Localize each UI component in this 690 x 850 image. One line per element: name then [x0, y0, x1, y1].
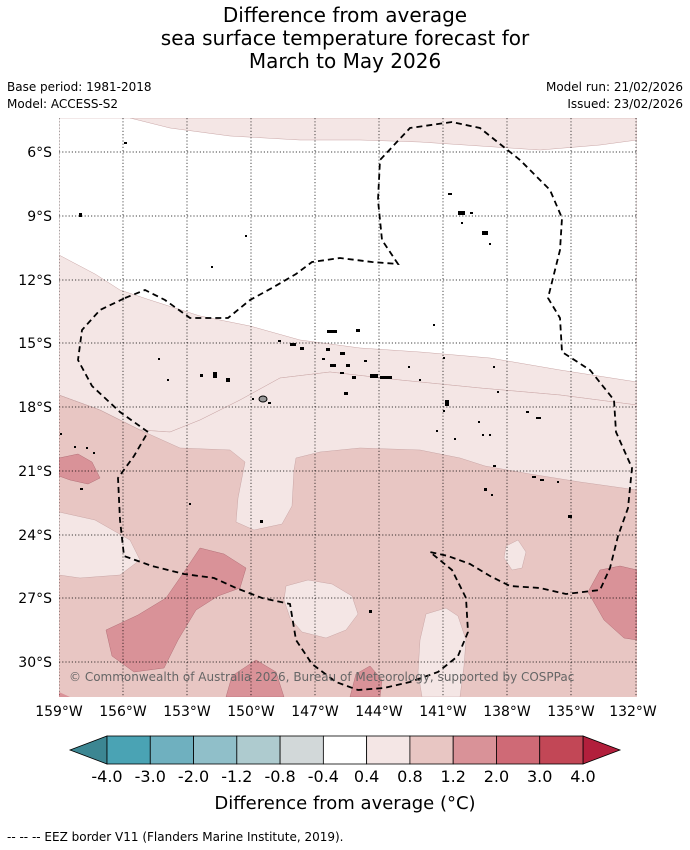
colorbar-swatch	[193, 735, 238, 765]
copyright-text: © Commonwealth of Australia 2026, Bureau…	[69, 670, 574, 684]
colorbar-tick-label: 0.8	[397, 767, 422, 786]
lon-label: 159°W	[35, 704, 83, 720]
colorbar: -4.0 -3.0 -2.0 -1.2 -0.8 -0.4 0.4 0.8 1.2 2.0 3.0 4…	[68, 735, 622, 786]
colorbar-swatch	[322, 735, 368, 765]
eez-french-polynesia	[77, 121, 633, 691]
colorbar-swatch	[496, 735, 541, 765]
header-left: Base period: 1981-2018 Model: ACCESS-S2	[7, 79, 152, 113]
longitude-labels: 159°W 156°W 153°W 150°W 147°W 144°W 141°…	[35, 704, 657, 720]
eez-borders	[77, 121, 633, 691]
colorbar-swatch	[236, 735, 281, 765]
header-right: Model run: 21/02/2026 Issued: 23/02/2026	[546, 79, 683, 113]
colorbar-tick-label: 1.2	[440, 767, 465, 786]
lat-label: 12°S	[18, 273, 52, 289]
anomaly-region-top-pink	[129, 118, 637, 151]
anomaly-region-warm-south	[225, 659, 285, 697]
latitude-labels: 6°S 9°S 12°S 15°S 18°S 21°S 24°S 27°S 30…	[18, 145, 52, 671]
lat-label: 15°S	[18, 336, 52, 352]
colorbar-swatch	[106, 735, 151, 765]
base-period: Base period: 1981-2018	[7, 80, 152, 94]
colorbar-tick-label: 2.0	[484, 767, 509, 786]
colorbar-tick-label: -3.0	[135, 767, 166, 786]
eez-legend: -- -- -- EEZ border V11 (Flanders Marine…	[7, 830, 344, 844]
lat-label: 6°S	[27, 145, 52, 161]
anomaly-region-warm-southeast	[587, 565, 637, 641]
islands	[60, 142, 572, 613]
colorbar-label: Difference from average (°C)	[214, 793, 476, 814]
lat-label: 9°S	[27, 209, 52, 225]
title-line-1: Difference from average	[222, 3, 468, 27]
colorbar-tick-label: -0.8	[264, 767, 295, 786]
anomaly-region-light-center	[283, 579, 359, 639]
lon-label: 138°W	[483, 704, 531, 720]
colorbar-tick-label: -1.2	[221, 767, 252, 786]
colorbar-swatch	[366, 735, 411, 765]
title-line-3: March to May 2026	[248, 49, 442, 73]
colorbar-tick-label: -0.4	[308, 767, 339, 786]
lon-label: 144°W	[355, 704, 403, 720]
anomaly-region-light-sw	[59, 511, 141, 579]
anomaly-region-near-normal	[59, 118, 637, 383]
lat-label: 18°S	[18, 400, 52, 416]
anomaly-region-warm-southwest	[105, 547, 247, 673]
colorbar-swatch	[409, 735, 454, 765]
anomaly-region-light-left	[59, 371, 637, 531]
lon-label: 153°W	[163, 704, 211, 720]
colorbar-swatch	[452, 735, 497, 765]
colorbar-swatch	[279, 735, 324, 765]
lon-label: 156°W	[99, 704, 147, 720]
colorbar-swatch	[149, 735, 194, 765]
lon-label: 132°W	[609, 704, 657, 720]
model-run: Model run: 21/02/2026	[545, 80, 683, 94]
colorbar-tick-label: 4.0	[570, 767, 595, 786]
chart-title: Difference from average sea surface temp…	[0, 4, 690, 73]
lat-label: 24°S	[18, 528, 52, 544]
anomaly-region-warm-corner	[59, 692, 70, 697]
issued-date: Issued: 23/02/2026	[567, 97, 683, 111]
anomaly-region-light-east	[503, 539, 527, 571]
lat-label: 30°S	[18, 655, 52, 671]
colorbar-extend-high	[582, 735, 622, 765]
anomaly-region-warm-west	[59, 453, 101, 485]
lat-label: 27°S	[18, 591, 52, 607]
colorbar-extend-low	[68, 735, 108, 765]
map-plot-area: © Commonwealth of Australia 2026, Bureau…	[59, 118, 637, 697]
lon-label: 150°W	[227, 704, 275, 720]
lon-label: 135°W	[547, 704, 595, 720]
lon-label: 141°W	[419, 704, 467, 720]
lat-label: 21°S	[18, 464, 52, 480]
colorbar-tick-label: 0.4	[354, 767, 379, 786]
colorbar-tick-label: -4.0	[91, 767, 122, 786]
colorbar-tick-label: -2.0	[178, 767, 209, 786]
lon-label: 147°W	[291, 704, 339, 720]
colorbar-swatch	[539, 735, 584, 765]
title-line-2: sea surface temperature forecast for	[160, 26, 530, 50]
colorbar-tick-label: 3.0	[527, 767, 552, 786]
model-name: Model: ACCESS-S2	[7, 97, 119, 111]
